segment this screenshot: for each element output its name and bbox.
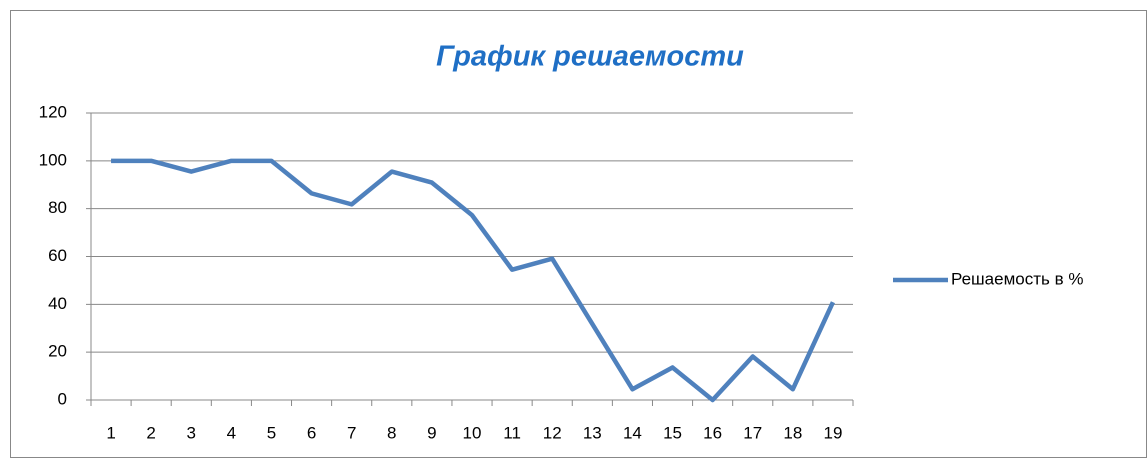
x-tick-label: 4 (227, 423, 236, 442)
x-tick-label: 8 (387, 423, 396, 442)
y-tick-label: 40 (48, 294, 67, 313)
x-tick-label: 6 (307, 423, 316, 442)
x-tick-label: 18 (783, 423, 802, 442)
data-line (111, 158, 835, 403)
x-tick-label: 15 (663, 423, 682, 442)
x-tick-label: 14 (623, 423, 642, 442)
x-tick-label: 13 (583, 423, 602, 442)
x-tick-label: 1 (106, 423, 115, 442)
y-tick-label: 60 (48, 246, 67, 265)
x-tick-label: 10 (463, 423, 482, 442)
y-tick-label: 80 (48, 198, 67, 217)
x-tick-label: 2 (146, 423, 155, 442)
x-tick-label: 7 (347, 423, 356, 442)
x-tick-label: 12 (543, 423, 562, 442)
y-tick-label: 120 (39, 102, 67, 121)
y-tick-label: 100 (39, 150, 67, 169)
x-tick-label: 16 (703, 423, 722, 442)
chart-title: График решаемости (436, 41, 744, 73)
chart-frame (10, 10, 1147, 458)
x-tick-label: 5 (267, 423, 276, 442)
x-tick-label: 19 (823, 423, 842, 442)
x-tick-label: 3 (187, 423, 196, 442)
x-tick-label: 17 (743, 423, 762, 442)
y-tick-label: 20 (48, 342, 67, 361)
x-tick-label: 9 (427, 423, 436, 442)
legend-label: Решаемость в % (951, 269, 1083, 288)
x-tick-label: 11 (503, 423, 521, 442)
y-tick-label: 0 (58, 389, 67, 408)
